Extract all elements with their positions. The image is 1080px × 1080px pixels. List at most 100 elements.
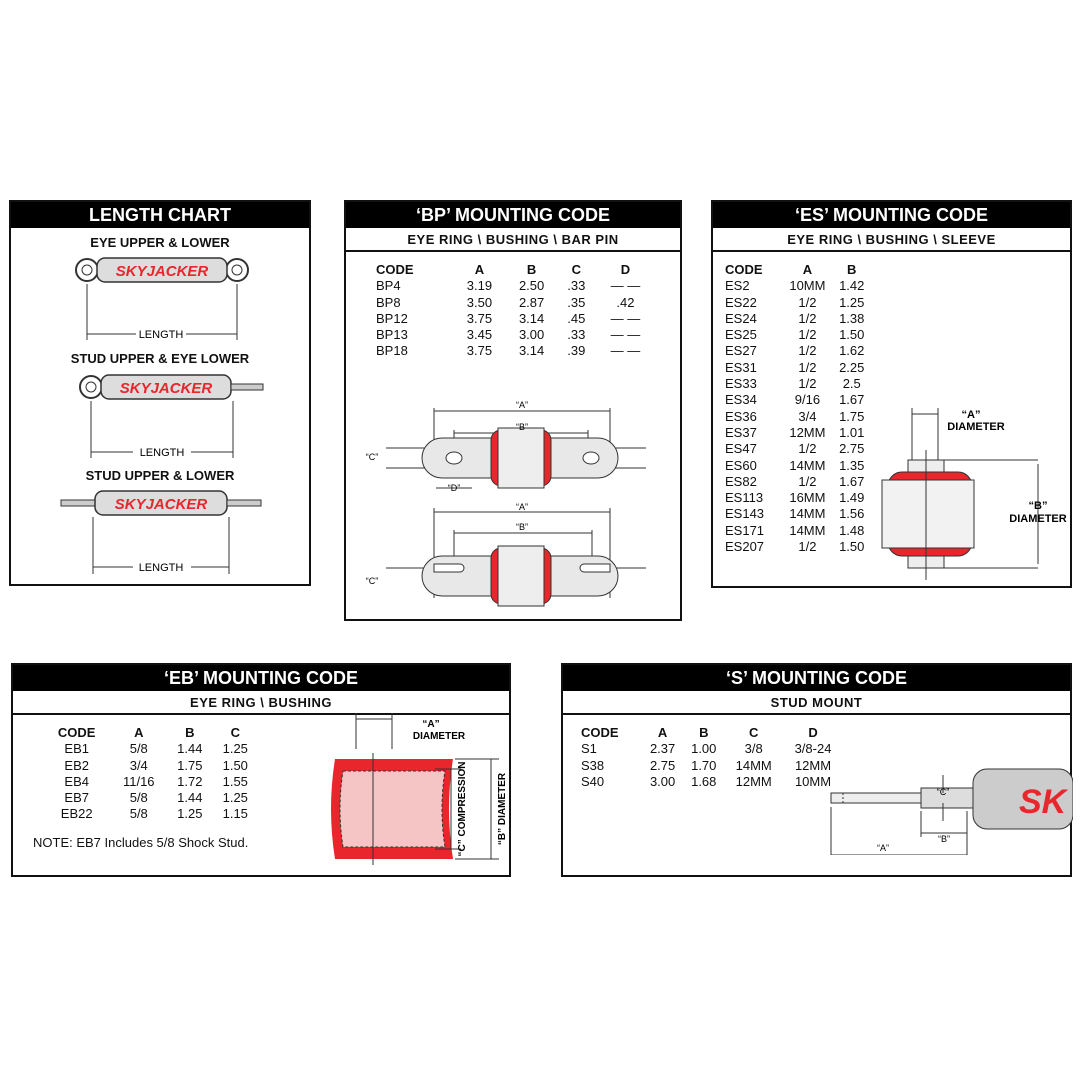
table-cell: 1.75 (839, 408, 865, 424)
es-diagram: “A” DIAMETER “B” DIAMETER (881, 408, 1067, 580)
diameter-label: DIAMETER (413, 731, 466, 742)
shock-body (96, 257, 228, 283)
dim-a-label: “A” (877, 843, 889, 853)
column-header: A (802, 262, 813, 277)
es-table: CODE A B ES2 10MM 1.42 ES22 1/2 1.25 ES24 1/2 1.38 E… (725, 262, 870, 555)
skyjacker-logo: SKYJACKER (120, 380, 213, 397)
dim-a-label: “A” (516, 400, 528, 410)
table-cell: ES143 (725, 506, 765, 522)
eb-diagram: “A” DIAMETER “C” COMPRESSION “B” DIAMETE… (331, 713, 508, 865)
table-cell: 1/2 (798, 473, 817, 489)
column-header: CODE (57, 725, 96, 740)
table-cell: 1.44 (177, 790, 203, 806)
diameter-label: DIAMETER (1009, 513, 1067, 525)
table-cell: 1.56 (839, 506, 865, 522)
table-cell: 3/8 (744, 741, 763, 757)
column-header: D (808, 725, 818, 740)
table-cell: 12MM (735, 773, 772, 789)
table-cell: 14MM (789, 457, 826, 473)
table-cell: 1/2 (798, 343, 817, 359)
table-cell: 5/8 (129, 741, 148, 757)
eb-panel: ‘EB’ MOUNTING CODE EYE RING \ BUSHING CO… (11, 663, 511, 877)
table-cell: S1 (581, 741, 597, 757)
table-cell: ES27 (725, 343, 757, 359)
table-cell: 1.67 (839, 392, 865, 408)
diameter-label: DIAMETER (947, 421, 1005, 433)
table-cell: 5/8 (129, 790, 148, 806)
table-cell: — — (610, 310, 641, 326)
s-table: CODE A B C D S1 2.37 1.00 3/8 3/8-24 S38 2.75 1.70 14… (581, 725, 843, 790)
table-cell: EB2 (64, 757, 89, 773)
table-cell: 1/2 (798, 376, 817, 392)
table-cell: ES36 (725, 408, 757, 424)
bp-panel: ‘BP’ MOUNTING CODE EYE RING \ BUSHING \ … (344, 200, 682, 621)
table-cell: BP4 (376, 278, 401, 294)
dim-a-label: “A” (516, 502, 528, 512)
table-row: BP13 3.45 3.00 .33 — — (376, 327, 656, 343)
table-cell: 1.01 (839, 424, 865, 440)
table-cell: BP12 (376, 310, 408, 326)
s-panel: ‘S’ MOUNTING CODE STUD MOUNT CODE A B C D S1 2… (561, 663, 1073, 877)
column-header: A (474, 262, 485, 277)
table-cell: EB4 (64, 773, 89, 789)
table-cell: 2.75 (839, 441, 865, 457)
bp-table: CODE A B C D BP4 3.19 2.50 .33 — — BP8 3.50 2.87 .35.… (376, 262, 656, 360)
table-cell: ES22 (725, 294, 757, 310)
dim-b-label: “B” DIAMETER (497, 772, 508, 845)
skyjacker-logo: SKYJACKER (116, 263, 209, 280)
s-diagram: SK “A” “B” “C” (830, 768, 1073, 855)
table-row: ES31 1/2 2.25 (725, 360, 870, 376)
table-cell: .45 (567, 310, 586, 326)
table-cell: 12MM (794, 757, 832, 773)
table-cell: 3.00 (518, 327, 545, 343)
table-row: ES25 1/2 1.50 (725, 327, 870, 343)
es-subtitle: EYE RING \ BUSHING \ SLEEVE (713, 228, 1070, 252)
table-cell: 1.25 (839, 294, 865, 310)
table-cell: 9/16 (794, 392, 821, 408)
table-header-row: CODE A B C (43, 725, 258, 741)
table-cell: 2.87 (518, 294, 545, 310)
dim-a-label: “A” (962, 409, 981, 421)
table-row: ES82 1/2 1.67 (725, 474, 870, 490)
dim-b-label: “B” (938, 834, 950, 844)
table-cell: .33 (567, 278, 586, 294)
eb-table: CODE A B C EB1 5/8 1.44 1.25 EB2 3/4 1.75 1.50 EB4 11… (43, 725, 258, 823)
table-row: BP12 3.75 3.14 .45 — — (376, 311, 656, 327)
column-header: A (657, 725, 668, 740)
table-cell: 1/2 (798, 359, 817, 375)
table-cell: 1/2 (798, 441, 817, 457)
table-cell: 3.75 (466, 310, 493, 326)
table-row: ES207 1/2 1.50 (725, 539, 870, 555)
table-row: ES2 10MM 1.42 (725, 278, 870, 294)
column-header: CODE (725, 262, 763, 277)
length-chart-panel: LENGTH CHART EYE UPPER & LOWER STUD UPPE… (9, 200, 311, 586)
table-cell: 3.00 (649, 773, 676, 789)
length-chart-diagrams: SKYJACKER SKYJACKER SKYJACKER LENGTH LEN… (60, 257, 264, 574)
column-header: D (620, 262, 631, 277)
table-row: ES33 1/2 2.5 (725, 376, 870, 392)
table-row: EB22 5/8 1.25 1.15 (43, 806, 258, 822)
table-cell: 1.49 (839, 490, 865, 506)
table-cell: 3.19 (466, 278, 493, 294)
section-stud-upper-lower: STUD UPPER & LOWER (85, 468, 235, 483)
dim-c-label: “C” COMPRESSION (457, 761, 468, 856)
table-cell: .35 (567, 294, 586, 310)
table-cell: 1.62 (839, 343, 865, 359)
table-cell: 3.75 (466, 343, 493, 359)
table-row: ES113 16MM 1.49 (725, 490, 870, 506)
table-row: ES171 14MM 1.48 (725, 523, 870, 539)
table-row: EB4 11/16 1.72 1.55 (43, 774, 258, 790)
table-cell: 1.55 (222, 773, 248, 789)
table-cell: 11/16 (122, 773, 155, 789)
table-cell: 1/2 (798, 327, 817, 343)
table-cell: 1.25 (177, 806, 203, 822)
dim-a-label: “A” (422, 719, 439, 730)
bp-diagram: “A” “B” “C” “D” “A” “B” “C” (366, 400, 646, 607)
table-cell: 2.37 (649, 741, 676, 757)
s-title: ‘S’ MOUNTING CODE (563, 665, 1070, 691)
table-cell: 1.72 (177, 773, 203, 789)
table-cell: 1.25 (222, 741, 248, 757)
table-row: EB7 5/8 1.44 1.25 (43, 790, 258, 806)
table-cell: EB7 (64, 790, 89, 806)
table-cell: — — (610, 278, 641, 294)
